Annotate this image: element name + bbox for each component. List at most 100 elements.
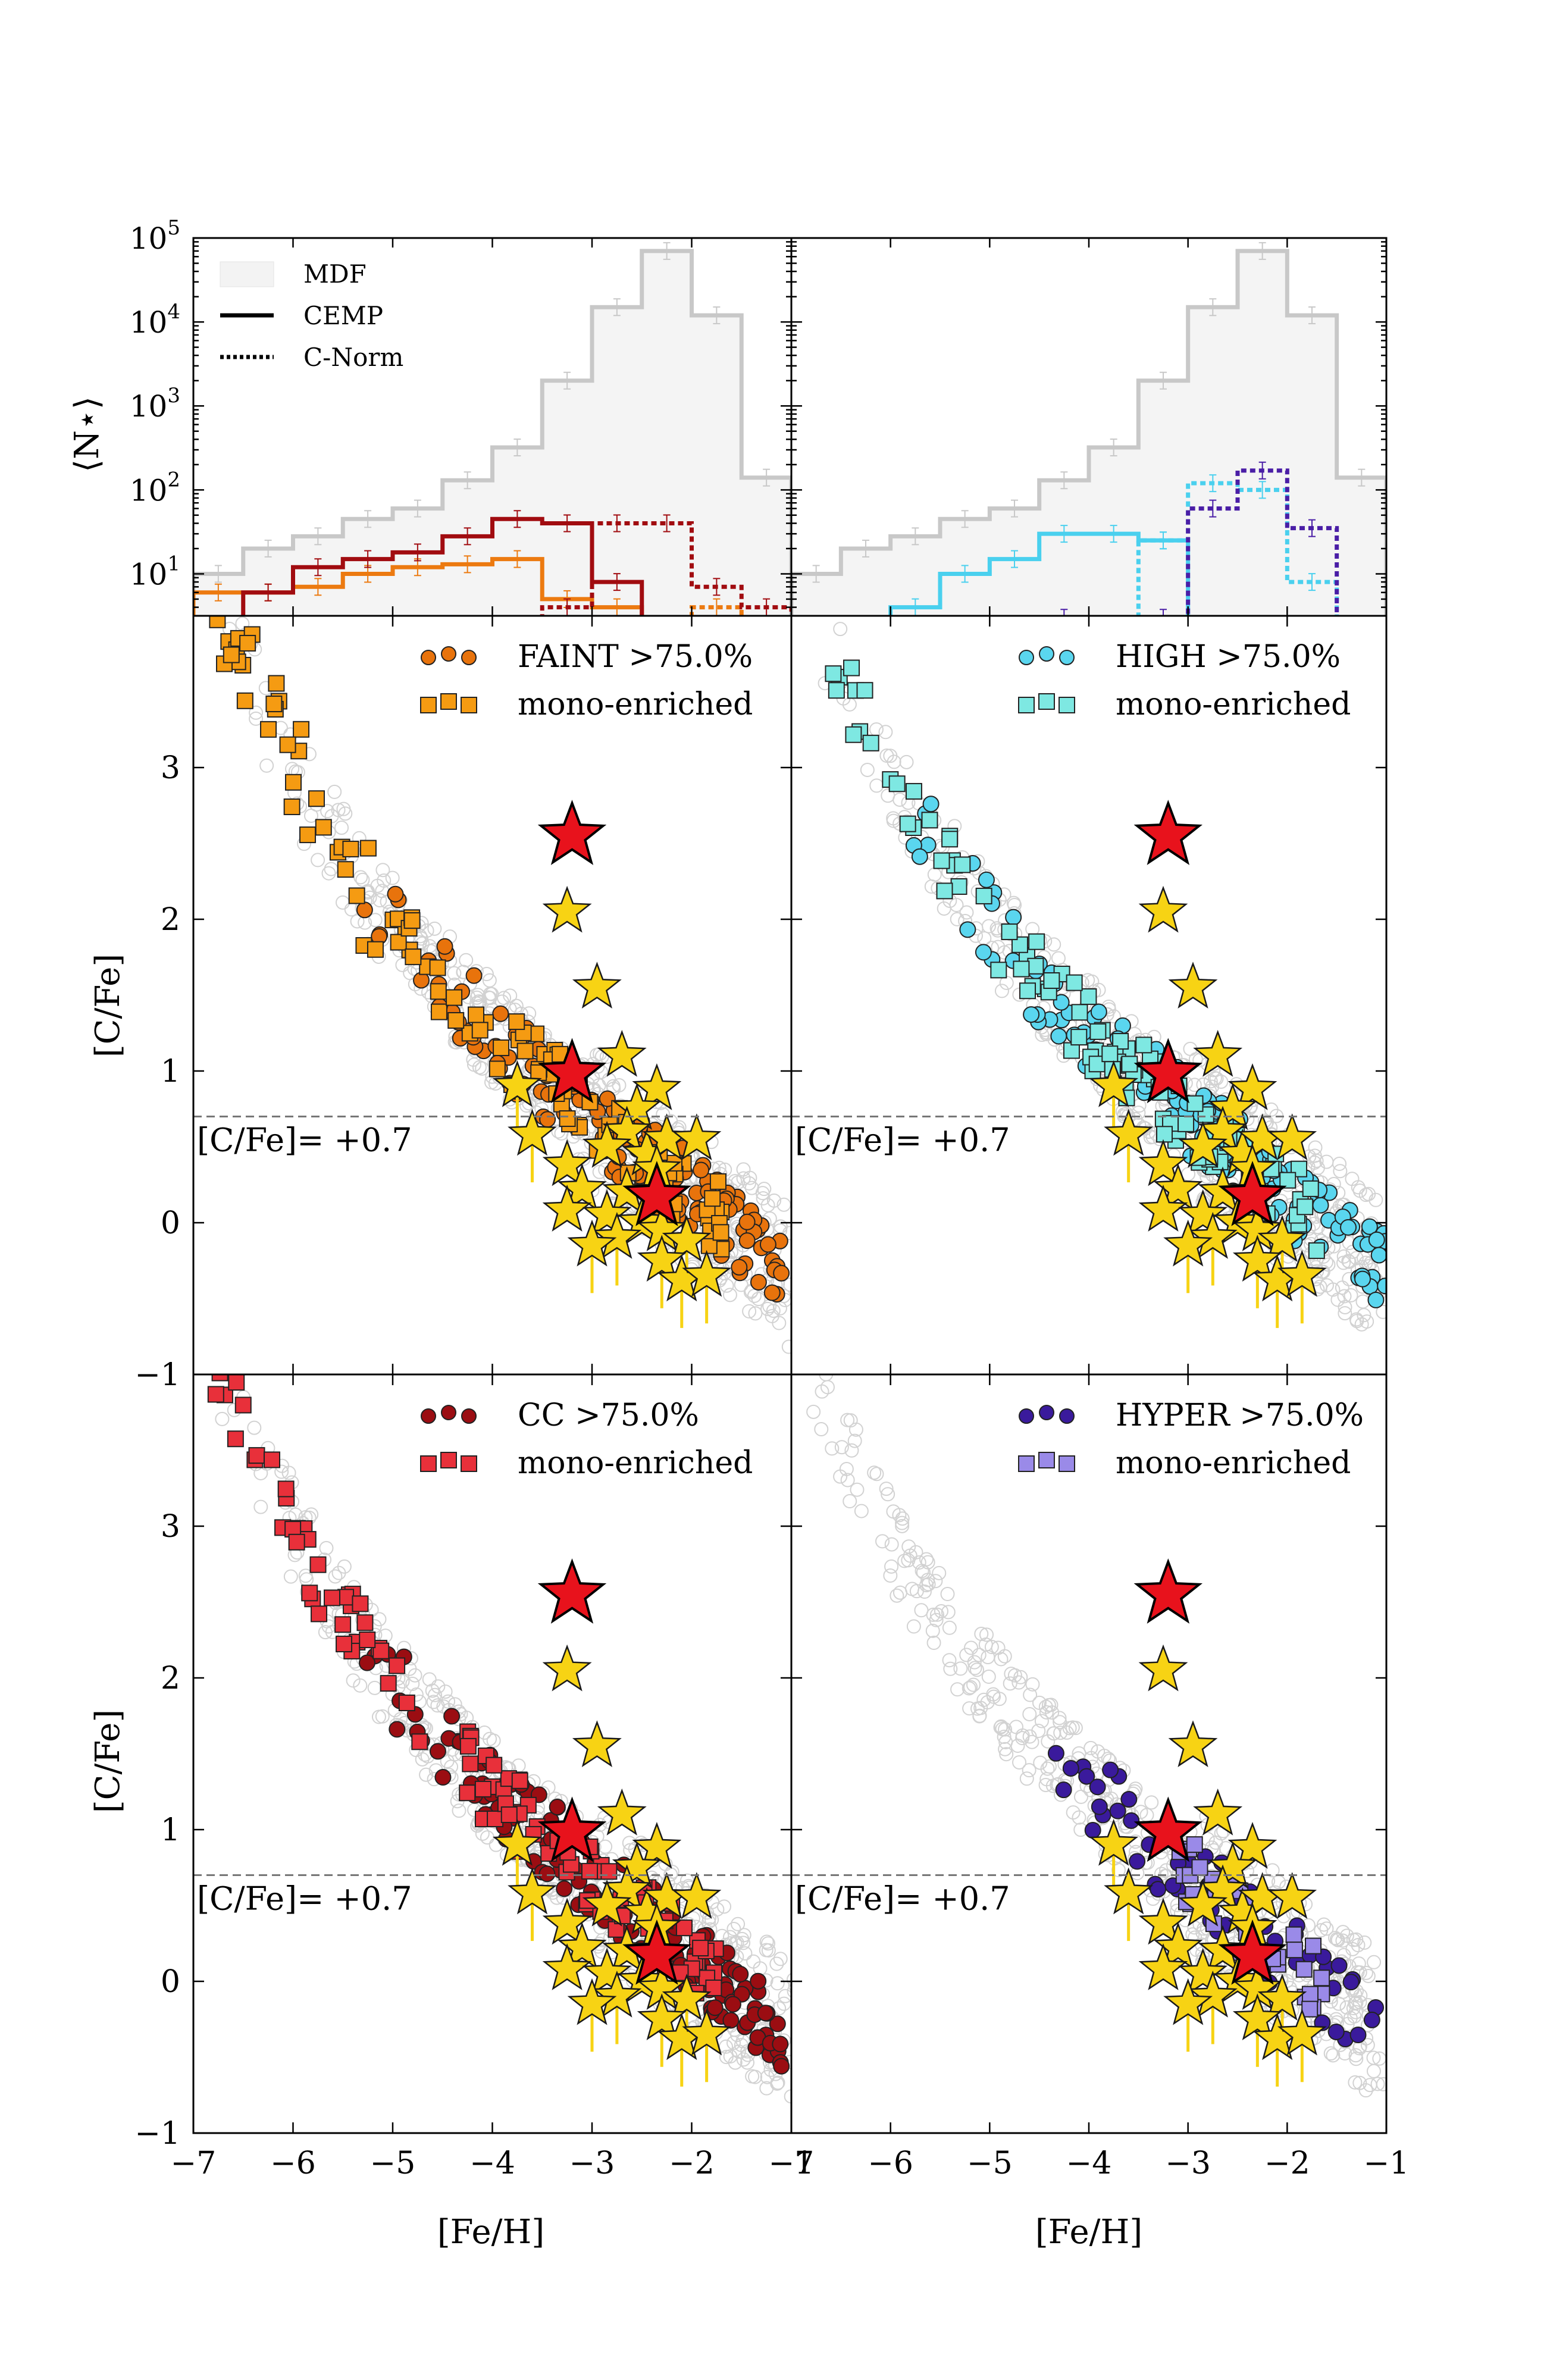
observed-star-marker	[672, 1872, 722, 1919]
scatter-plot-area	[818, 622, 1386, 1332]
high-mono-square-point	[1135, 1036, 1153, 1054]
observed-star-marker	[1138, 1139, 1188, 1186]
observed-star-marker	[612, 1083, 662, 1130]
scatter-frame	[192, 615, 793, 1376]
hyper-circle-point	[1055, 1781, 1072, 1799]
observed-star-marker	[672, 1113, 722, 1160]
background-model-point	[1354, 1317, 1369, 1332]
background-model-point	[229, 1355, 242, 1368]
background-model-point	[998, 1722, 1013, 1737]
hyper-circle-point	[1109, 1802, 1126, 1820]
hyper-circle-point	[1089, 1778, 1106, 1796]
background-model-point	[385, 870, 400, 885]
cc-mono-square-point	[380, 1675, 397, 1692]
background-model-point	[962, 1681, 976, 1696]
high-mono-square-point	[1071, 1004, 1088, 1021]
observed-star-marker	[1153, 1163, 1203, 1211]
observed-star-marker	[1193, 1029, 1243, 1077]
high-mono-square-point	[856, 682, 873, 699]
legend-sim-label: CC >75.0%	[518, 1398, 699, 1433]
faint-mono-square-point	[279, 736, 296, 753]
background-model-point	[426, 1695, 441, 1709]
background-model-point	[949, 898, 964, 913]
hyper-circle-point	[1102, 1761, 1119, 1778]
background-model-point	[884, 1537, 899, 1552]
background-model-point	[1370, 2077, 1385, 2091]
background-model-point	[1041, 1698, 1056, 1712]
observed-star-marker	[602, 1166, 652, 1214]
background-model-point	[1355, 1294, 1370, 1309]
high-mono-square-point	[975, 887, 992, 904]
background-model-point	[1357, 1935, 1372, 1950]
background-model-point	[320, 804, 335, 819]
cc-mono-square-point	[352, 1595, 369, 1612]
background-model-point	[452, 1803, 466, 1818]
background-model-point	[1053, 1726, 1068, 1740]
cc-mono-square-point	[211, 1374, 228, 1382]
background-model-point	[1187, 1078, 1202, 1092]
background-model-point	[728, 1936, 743, 1950]
high-circle-point	[1340, 1219, 1357, 1236]
observed-star-marker	[582, 1120, 632, 1168]
high-mono-square-point	[825, 665, 842, 682]
observed-star-marker	[1277, 1250, 1327, 1297]
faint-circle-point	[356, 901, 373, 919]
background-model-point	[1039, 1705, 1054, 1720]
observed-star-marker	[1178, 1879, 1228, 1927]
background-model-point	[1052, 1711, 1067, 1726]
cc-mono-square-point	[581, 1862, 598, 1880]
faint-mono-square-point	[359, 840, 377, 857]
cc-mono-square-point	[264, 1451, 281, 1468]
background-model-point	[1104, 1791, 1119, 1806]
background-model-point	[1348, 1996, 1363, 2011]
background-model-point	[475, 1061, 490, 1076]
legend-square-marker	[1018, 1455, 1035, 1472]
background-model-point	[1034, 1714, 1049, 1728]
background-model-point	[353, 1678, 368, 1693]
background-model-point	[884, 1559, 899, 1574]
cc-mono-square-point	[288, 1533, 305, 1551]
observed-star-marker	[592, 1970, 642, 2018]
background-model-point	[773, 1952, 788, 1966]
background-model-point	[737, 1928, 751, 1943]
high-mono-square-point	[1013, 960, 1030, 978]
cc-mono-square-point	[194, 1349, 209, 1365]
high-mono-square-point	[843, 659, 860, 677]
highlight-star-marker	[1218, 1160, 1287, 1226]
background-model-point	[1332, 1996, 1346, 2011]
background-model-point	[1062, 1721, 1077, 1736]
tick-base: 10	[130, 389, 168, 424]
faint-mono-square-point	[223, 646, 240, 663]
hyper-mono-square-point	[1301, 2000, 1319, 2018]
observed-star-marker	[492, 1060, 542, 1107]
hyper-mono-square-point	[1301, 1986, 1319, 2003]
background-model-point	[486, 1733, 501, 1748]
background-model-point	[848, 1422, 863, 1437]
observed-star-marker	[1198, 1925, 1248, 1972]
hyper-circle-point	[1150, 1881, 1167, 1898]
background-model-point	[742, 1176, 757, 1191]
cc-mono-square-point	[336, 1635, 353, 1652]
background-model-point	[1007, 1668, 1022, 1683]
scatter-x-tick-label: −6	[868, 2146, 913, 2181]
cc-mono-square-point	[692, 1940, 709, 1957]
background-model-point	[878, 725, 893, 740]
background-model-point	[422, 1672, 437, 1687]
scatter-x-tick-label: −2	[1264, 2146, 1310, 2181]
observed-star-marker	[582, 1879, 632, 1927]
cc-mono-square-point	[411, 1733, 428, 1750]
hyper-circle-point	[1091, 1798, 1108, 1815]
scatter-panel-high: [C/Fe]= +0.7 HIGH >75.0% mono-enriched	[790, 615, 1388, 1376]
cc-mono-square-point	[511, 1772, 528, 1789]
background-model-point	[1073, 1789, 1088, 1804]
background-model-point	[820, 1380, 835, 1395]
cc-circle-point	[389, 1721, 406, 1738]
high-mono-square-point	[1302, 1180, 1319, 1197]
faint-mono-square-point	[704, 1190, 721, 1207]
background-model-point	[353, 870, 368, 885]
high-circle-point	[1370, 1247, 1386, 1264]
background-model-point	[984, 1640, 999, 1655]
observed-star-marker	[1178, 1120, 1228, 1168]
background-model-point	[869, 1467, 884, 1482]
faint-mono-square-point	[559, 1110, 576, 1128]
